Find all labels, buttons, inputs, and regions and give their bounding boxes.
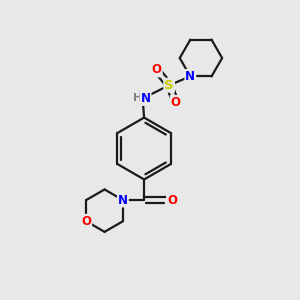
Text: N: N [141,92,151,105]
Text: O: O [167,194,177,207]
Text: O: O [81,215,91,228]
Text: O: O [152,63,162,76]
Text: N: N [185,70,195,83]
Text: S: S [164,79,174,92]
Text: H: H [133,94,142,103]
Text: N: N [118,194,128,207]
Text: O: O [171,96,181,109]
